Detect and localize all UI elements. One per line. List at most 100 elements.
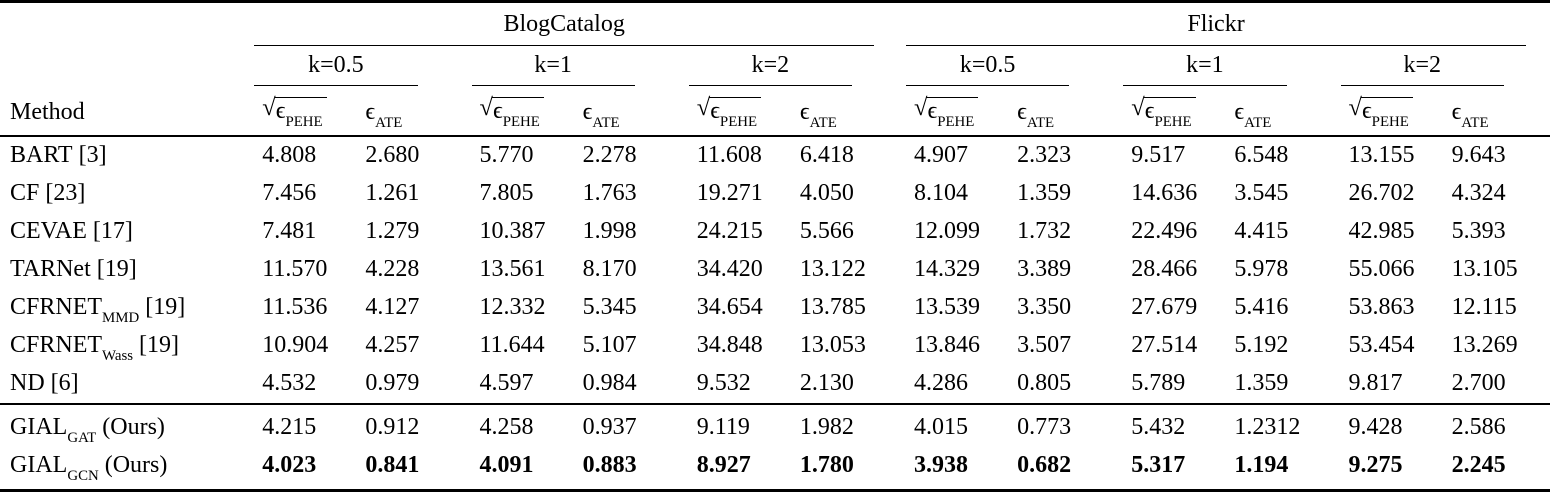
table-row-cf: CF [23] 7.456 1.261 7.805 1.763 19.271 4…	[0, 175, 1550, 213]
sqrt-epsilon-pehe-symbol: √ ϵPEHE	[697, 95, 762, 130]
value-cell: 13.269	[1451, 331, 1518, 358]
value-cell: 8.170	[582, 255, 637, 282]
value-cell: 9.532	[680, 364, 784, 405]
col-header-ate: ϵATE	[566, 86, 681, 137]
value-cell: 13.155	[1348, 141, 1415, 168]
value-cell: 2.680	[365, 141, 420, 168]
value-cell: 1.763	[582, 179, 637, 206]
value-cell: 28.466	[1131, 255, 1198, 282]
col-header-ate: ϵATE	[1218, 86, 1333, 137]
value-cell: 2.130	[783, 364, 899, 405]
value-cell: 13.561	[479, 255, 546, 282]
col-header-pehe: √ ϵPEHE	[680, 86, 784, 137]
value-cell: 13.539	[914, 293, 981, 320]
value-cell: 4.597	[463, 364, 567, 405]
k-value-row: k=0.5 k=1 k=2 k=0.5 k=1 k=2	[0, 46, 1550, 86]
value-cell: 4.258	[479, 413, 534, 440]
value-cell: 11.608	[696, 141, 762, 168]
value-cell: 9.517	[1131, 141, 1186, 168]
dataset-group-row: BlogCatalog Flickr	[0, 2, 1550, 47]
value-cell: 5.107	[582, 331, 637, 358]
group-header-blogcatalog: BlogCatalog	[246, 2, 898, 46]
value-cell: 4.015	[914, 413, 969, 440]
group-header-flickr: Flickr	[898, 2, 1550, 46]
value-cell: 14.329	[914, 255, 981, 282]
col-header-ate: ϵATE	[1001, 86, 1116, 137]
method-cell: TARNet [19]	[10, 255, 137, 282]
value-cell: 3.350	[1017, 293, 1072, 320]
metric-header-row: Method √ ϵPEHE ϵATE √ ϵPEHE ϵATE √ ϵPEHE ϵA…	[0, 86, 1550, 137]
value-cell: 4.091	[479, 451, 534, 478]
value-cell: 2.278	[582, 141, 637, 168]
value-cell: 0.883	[582, 451, 637, 478]
group-label-blogcatalog: BlogCatalog	[254, 11, 875, 46]
epsilon-ate-symbol: ϵATE	[1017, 98, 1055, 132]
table-row-tarnet: TARNet [19] 11.570 4.228 13.561 8.170 34…	[0, 251, 1550, 289]
col-header-ate: ϵATE	[783, 86, 899, 137]
value-cell: 4.532	[246, 364, 350, 405]
sqrt-epsilon-pehe-symbol: √ ϵPEHE	[480, 95, 544, 130]
col-header-pehe: √ ϵPEHE	[898, 86, 1002, 137]
value-cell: 3.938	[914, 451, 969, 478]
value-cell: 2.323	[1017, 141, 1072, 168]
value-cell: 2.245	[1451, 451, 1506, 478]
value-cell: 26.702	[1348, 179, 1415, 206]
value-cell: 7.481	[262, 217, 317, 244]
empty-corner-cell	[0, 2, 246, 47]
method-column-header: Method	[0, 86, 247, 137]
value-cell: 9.817	[1332, 364, 1436, 405]
value-cell: 1.279	[365, 217, 420, 244]
method-cell: GIALGCN (Ours)	[10, 451, 168, 485]
col-header-pehe: √ ϵPEHE	[1332, 86, 1436, 137]
value-cell: 4.257	[365, 331, 420, 358]
value-cell: 4.127	[365, 293, 420, 320]
value-cell: 9.643	[1451, 141, 1506, 168]
value-cell: 2.700	[1435, 364, 1550, 405]
value-cell: 12.115	[1451, 293, 1517, 320]
table-row-cfrnet-wass: CFRNETWass [19] 10.904 4.257 11.644 5.10…	[0, 327, 1550, 365]
value-cell: 4.050	[799, 179, 854, 206]
value-cell: 8.104	[914, 179, 969, 206]
value-cell: 55.066	[1348, 255, 1415, 282]
value-cell: 13.122	[799, 255, 866, 282]
value-cell: 5.789	[1115, 364, 1219, 405]
value-cell: 1.194	[1234, 451, 1289, 478]
value-cell: 13.846	[914, 331, 981, 358]
value-cell: 1.359	[1017, 179, 1072, 206]
value-cell: 53.454	[1348, 331, 1415, 358]
value-cell: 5.393	[1451, 217, 1506, 244]
col-header-pehe: √ ϵPEHE	[246, 86, 350, 137]
table-row-bart: BART [3] 4.808 2.680 5.770 2.278 11.608 …	[0, 136, 1550, 175]
value-cell: 3.389	[1017, 255, 1072, 282]
value-cell: 34.420	[696, 255, 763, 282]
empty-corner-cell	[0, 46, 246, 86]
epsilon-ate-symbol: ϵATE	[1234, 98, 1272, 132]
value-cell: 1.2312	[1234, 413, 1301, 440]
k-header-bc-1: k=1	[464, 46, 681, 86]
value-cell: 3.545	[1234, 179, 1289, 206]
value-cell: 11.644	[479, 331, 545, 358]
value-cell: 6.548	[1234, 141, 1289, 168]
value-cell: 5.566	[799, 217, 854, 244]
method-cell: BART [3]	[10, 141, 107, 168]
value-cell: 9.119	[696, 413, 750, 440]
method-cell: CF [23]	[10, 179, 86, 206]
value-cell: 0.912	[365, 413, 420, 440]
group-label-flickr: Flickr	[906, 11, 1526, 46]
value-cell: 3.507	[1017, 331, 1072, 358]
value-cell: 34.654	[696, 293, 763, 320]
value-cell: 4.808	[262, 141, 317, 168]
method-cell: GIALGAT (Ours)	[10, 413, 165, 447]
value-cell: 53.863	[1348, 293, 1415, 320]
value-cell: 24.215	[696, 217, 763, 244]
value-cell: 1.982	[799, 413, 854, 440]
value-cell: 13.105	[1451, 255, 1518, 282]
method-cell: CEVAE [17]	[10, 217, 133, 244]
value-cell: 34.848	[696, 331, 763, 358]
epsilon-ate-symbol: ϵATE	[365, 98, 403, 132]
value-cell: 14.636	[1131, 179, 1198, 206]
value-cell: 2.586	[1451, 413, 1506, 440]
value-cell: 7.805	[479, 179, 534, 206]
value-cell: 19.271	[696, 179, 763, 206]
value-cell: 0.773	[1017, 413, 1072, 440]
